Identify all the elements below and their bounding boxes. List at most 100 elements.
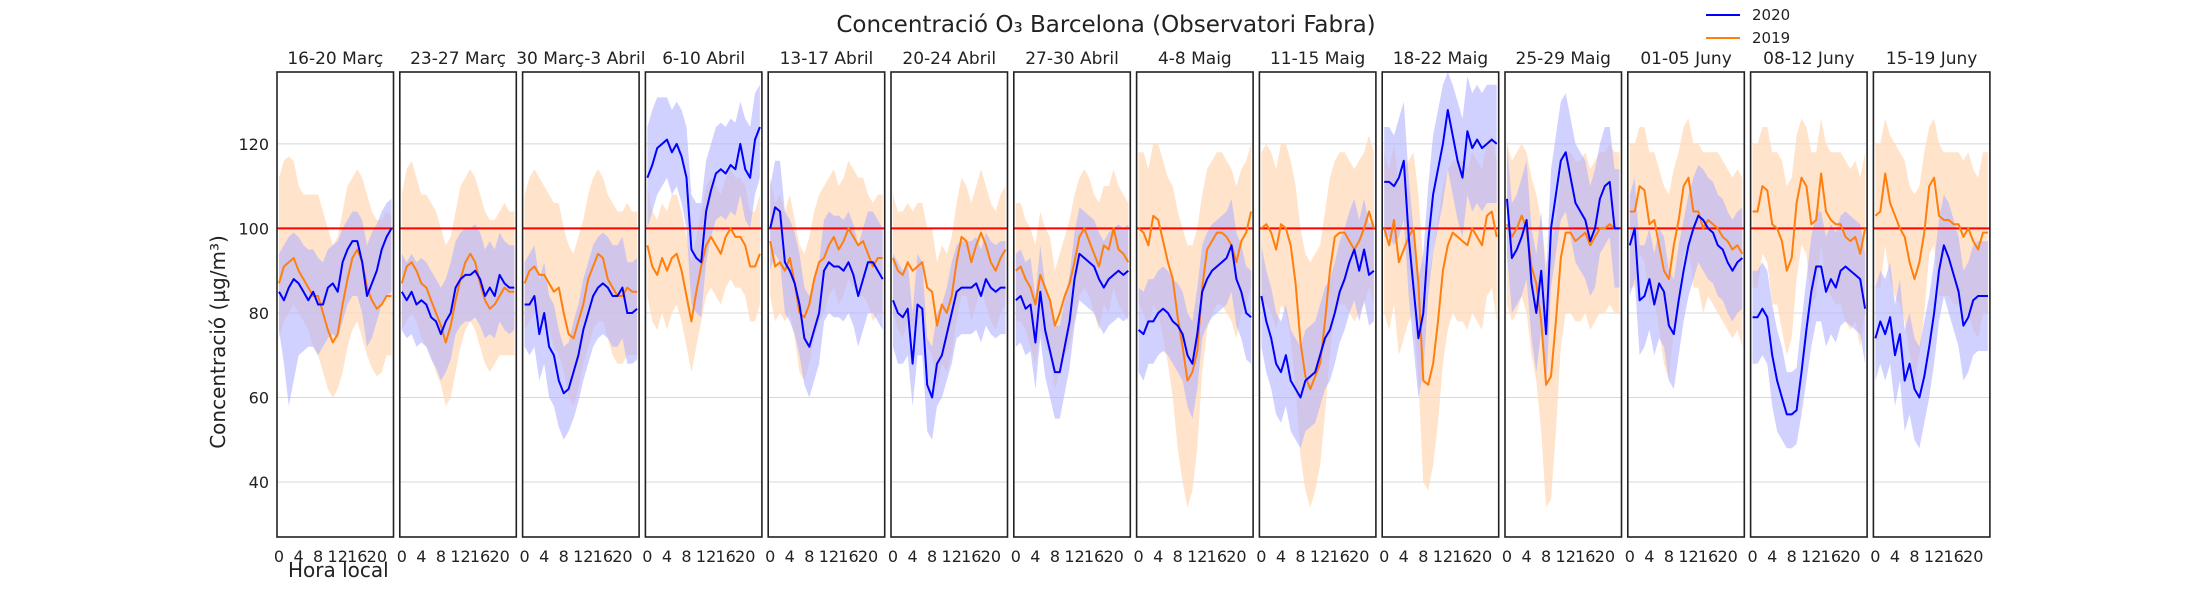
series-2020-line [1506, 151, 1620, 336]
x-tick-label: 16 [1821, 547, 1841, 566]
panel-frame [521, 71, 640, 538]
panel-frame [1135, 71, 1254, 538]
panel-frame [1627, 71, 1746, 538]
panel-title: 6-10 Abril [662, 49, 745, 69]
x-tick-label: 12 [450, 547, 470, 566]
series-2019-line [400, 252, 515, 344]
band-2020 [1629, 165, 1743, 389]
panel-frame [890, 71, 1009, 538]
x-tick-label: 12 [1556, 547, 1576, 566]
panel: 27-30 Abril 0 4 8 12 16 20 [1011, 49, 1132, 566]
x-tick-label: 16 [1943, 547, 1963, 566]
panel-frame [276, 71, 395, 538]
x-tick-label: 4 [1890, 547, 1900, 566]
x-tick-label: 8 [1173, 547, 1183, 566]
y-axis: 40 60 80 100 120 [238, 135, 269, 492]
x-tick-label: 12 [819, 547, 839, 566]
x-tick-label: 0 [1011, 547, 1021, 566]
y-tick-label: 40 [249, 473, 269, 492]
band-2019 [1875, 118, 1988, 381]
band-2020 [1752, 211, 1866, 449]
series-2019-line [278, 248, 392, 344]
x-tick-label: 20 [1472, 547, 1492, 566]
band-2020 [770, 160, 883, 398]
series-2019-line [1260, 210, 1375, 390]
x-tick-label: 4 [1030, 547, 1040, 566]
series-2019-line [892, 231, 1007, 327]
panel-frame [767, 71, 886, 538]
panel-frame [644, 71, 763, 538]
x-tick-label: 0 [642, 547, 652, 566]
x-tick-label: 16 [347, 547, 367, 566]
panel-title: 27-30 Abril [1025, 49, 1119, 69]
x-tick-label: 0 [765, 547, 775, 566]
x-tick-label: 8 [559, 547, 569, 566]
panel-title: 16-20 Març [287, 49, 383, 69]
x-tick-label: 0 [1625, 547, 1635, 566]
panel: 25-29 Maig 0 4 8 12 16 20 [1502, 49, 1623, 566]
band-2020 [1507, 93, 1620, 389]
band-2020 [524, 232, 638, 440]
panel: 30 Març-3 Abril 0 4 8 12 16 20 [516, 49, 645, 566]
band-2020 [279, 198, 392, 406]
panel-title: 15-19 Juny [1886, 49, 1977, 69]
panel-title: 30 Març-3 Abril [516, 49, 645, 69]
band-2020 [1138, 198, 1252, 419]
panel-title: 13-17 Abril [780, 49, 874, 69]
x-tick-label: 4 [539, 547, 549, 566]
x-tick-label: 20 [489, 547, 509, 566]
series-2020-line [400, 269, 515, 336]
series-2020-line [1260, 248, 1375, 399]
series-2019-line [1874, 172, 1988, 281]
x-tick-label: 12 [1678, 547, 1698, 566]
panel-frame [1258, 71, 1377, 538]
x-tick-label: 20 [612, 547, 632, 566]
x-tick-label: 16 [1575, 547, 1595, 566]
x-tick-label: 8 [1418, 547, 1428, 566]
panel-title: 25-29 Maig [1516, 49, 1611, 69]
x-tick-label: 0 [1502, 547, 1512, 566]
x-tick-label: 8 [436, 547, 446, 566]
x-tick-label: 20 [1717, 547, 1737, 566]
x-tick-label: 12 [1801, 547, 1821, 566]
x-tick-label: 0 [520, 547, 530, 566]
panel-frame [1872, 71, 1991, 538]
x-tick-label: 4 [1399, 547, 1409, 566]
panel-title: 01-05 Juny [1640, 49, 1731, 69]
x-tick-label: 20 [1595, 547, 1615, 566]
panel-title: 4-8 Maig [1158, 49, 1232, 69]
x-tick-label: 20 [735, 547, 755, 566]
panel: 18-22 Maig 0 4 8 12 16 20 [1379, 49, 1500, 566]
x-tick-label: 4 [785, 547, 795, 566]
series-2020-line [646, 126, 761, 264]
panel-title: 11-15 Maig [1270, 49, 1365, 69]
x-tick-label: 20 [1963, 547, 1983, 566]
panel-frame [1749, 71, 1868, 538]
panel: 16-20 Març 0 4 8 12 16 20 [274, 49, 395, 566]
band-2020 [1875, 194, 1988, 449]
x-tick-label: 20 [858, 547, 878, 566]
band-2020 [647, 84, 760, 318]
x-tick-label: 0 [1748, 547, 1758, 566]
x-tick-label: 4 [1276, 547, 1286, 566]
x-tick-label: 16 [961, 547, 981, 566]
x-tick-label: 4 [293, 547, 303, 566]
x-tick-label: 20 [367, 547, 387, 566]
series-2020-line [1874, 244, 1988, 399]
panel: 23-27 Març 0 4 8 12 16 20 [397, 49, 518, 566]
series-2020-line [278, 227, 393, 306]
x-tick-label: 0 [1134, 547, 1144, 566]
x-tick-label: 4 [416, 547, 426, 566]
x-axis-title: Hora local [288, 558, 389, 582]
x-tick-label: 8 [1909, 547, 1919, 566]
series-2020-line [769, 206, 884, 348]
series-2020-line [1015, 252, 1129, 374]
panel: 20-24 Abril 0 4 8 12 16 20 [888, 49, 1009, 566]
panel: 01-05 Juny 0 4 8 12 16 20 [1625, 49, 1746, 566]
x-tick-label: 4 [1767, 547, 1777, 566]
x-tick-label: 16 [838, 547, 858, 566]
x-tick-label: 20 [1226, 547, 1246, 566]
y-axis-title: Concentració (µg/m³) [206, 235, 230, 449]
band-2020 [1261, 198, 1374, 449]
